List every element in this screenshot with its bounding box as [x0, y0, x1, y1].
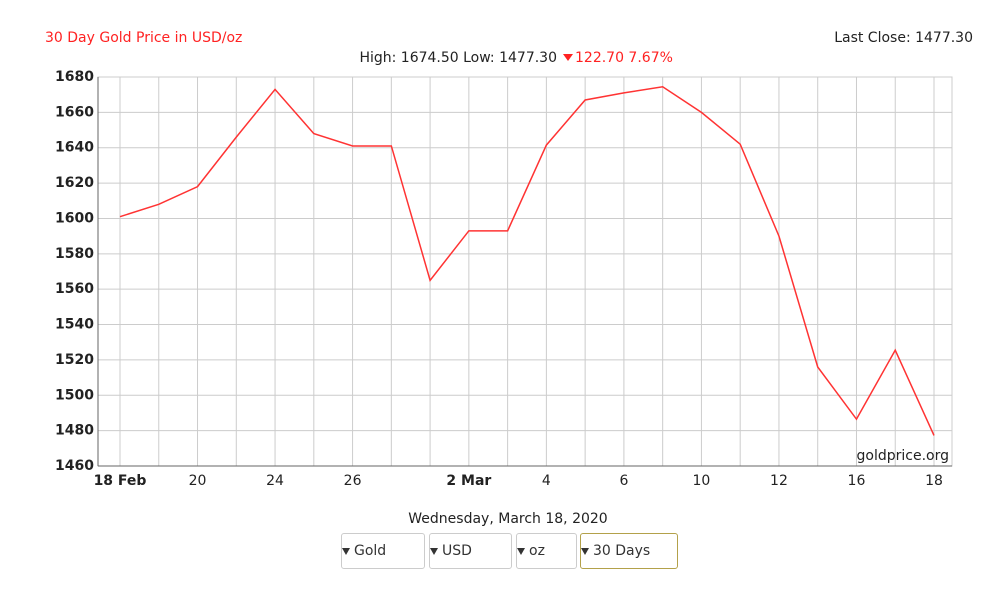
- watermark: goldprice.org: [857, 448, 949, 464]
- unit-select[interactable]: oz: [516, 533, 577, 569]
- y-tick-label: 1600: [55, 210, 94, 226]
- change: 122.70 7.67%: [575, 50, 673, 66]
- price-line: [119, 85, 935, 436]
- y-tick-label: 1500: [55, 387, 94, 403]
- x-tick-label: 16: [848, 473, 866, 489]
- select-text: 30 Days: [593, 543, 651, 559]
- select-arrow: [342, 548, 350, 555]
- y-tick-label: 1580: [55, 246, 94, 262]
- x-tick-label: 26: [344, 473, 362, 489]
- period-select[interactable]: 30 Days: [580, 533, 678, 569]
- select-text: Gold: [354, 543, 387, 559]
- x-tick-label: 6: [619, 473, 628, 489]
- y-tick-label: 1680: [55, 69, 94, 85]
- y-tick-label: 1660: [55, 104, 94, 120]
- down-arrow: [563, 54, 573, 61]
- x-tick-label: 20: [189, 473, 207, 489]
- chart-title: 30 Day Gold Price in USD/oz: [45, 30, 242, 46]
- x-tick-label: 2 Mar: [446, 473, 491, 489]
- plot-area: [97, 76, 953, 467]
- select-arrow: [581, 548, 589, 555]
- x-tick-label: 4: [542, 473, 551, 489]
- y-tick-label: 1520: [55, 352, 94, 368]
- y-tick-label: 1460: [55, 458, 94, 474]
- y-tick-label: 1480: [55, 423, 94, 439]
- x-tick-label: 10: [693, 473, 711, 489]
- date-label: Wednesday, March 18, 2020: [408, 511, 607, 527]
- metal-select[interactable]: Gold: [341, 533, 425, 569]
- select-text: oz: [529, 543, 545, 559]
- x-tick-label: 12: [770, 473, 788, 489]
- x-tick-label: 18: [925, 473, 943, 489]
- x-tick-label: 18 Feb: [94, 473, 147, 489]
- y-tick-label: 1620: [55, 175, 94, 191]
- y-tick-label: 1640: [55, 140, 94, 156]
- last-close: Last Close: 1477.30: [834, 30, 973, 46]
- x-tick-label: 24: [266, 473, 284, 489]
- currency-select[interactable]: USD: [429, 533, 512, 569]
- select-arrow: [430, 548, 438, 555]
- y-tick-label: 1540: [55, 317, 94, 333]
- select-text: USD: [442, 543, 472, 559]
- y-tick-label: 1560: [55, 281, 94, 297]
- high-low: High: 1674.50 Low: 1477.30: [359, 50, 557, 66]
- select-arrow: [517, 548, 525, 555]
